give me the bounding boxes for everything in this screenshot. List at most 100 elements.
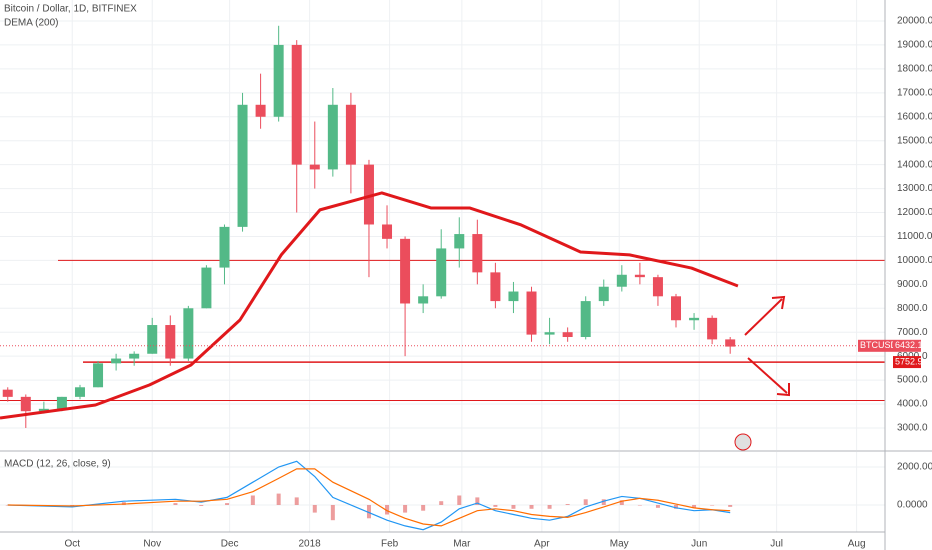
y-tick-label: 17000.0 [897,87,932,98]
candle-body [544,332,555,335]
candle-body [436,248,447,297]
candle-body [201,267,212,309]
candle-body [562,332,573,338]
candle-body [526,291,537,335]
y-tick-label: 2000.0000 [897,462,932,473]
x-tick-label: May [610,539,629,550]
candle-body [165,325,176,359]
macd-histogram-bar [250,495,255,505]
y-tick-label: 13000.0 [897,183,932,194]
candle-body [255,104,266,117]
macd-histogram-bar [330,504,335,521]
indicator-label: DEMA (200) [4,18,58,29]
candle-body [20,396,31,412]
candle-body [454,234,465,249]
y-tick-label: 10000.0 [897,255,932,266]
y-tick-label: 11000.0 [897,231,932,242]
candle-body [707,317,718,340]
macd-histogram-bar [565,504,570,505]
macd-histogram-bar [655,504,660,508]
last-price-label: 6432.1 [895,340,923,350]
y-tick-label: 7000.0 [897,327,928,338]
macd-histogram-bar [511,504,516,509]
macd-histogram-bar [225,503,230,505]
x-tick-label: Jul [770,539,783,550]
candle-body [56,396,67,409]
macd-line [7,468,731,527]
candle-body [291,44,302,165]
candle-body [652,277,663,297]
candle-body [2,389,13,397]
macd-histogram-bar [493,504,498,507]
macd-line [7,460,731,531]
macd-histogram-bar [366,504,371,519]
candle-body [147,325,158,354]
macd-histogram-bar [475,497,480,505]
candle-body [219,226,230,268]
macd-histogram-bar [674,504,679,509]
y-tick-label: 5000.0 [897,375,928,386]
candle-body [598,286,609,302]
candle-body [363,164,374,225]
level-label: 5752.9 [895,356,923,366]
x-tick-label: 2018 [298,539,321,550]
candle-body [382,224,393,239]
candle-body [111,358,122,364]
candle-body [634,274,645,278]
macd-histogram-bar [385,504,390,515]
x-tick-label: Nov [143,539,161,550]
candle-body [580,301,591,338]
logo-icon [734,433,752,451]
y-tick-label: 15000.0 [897,135,932,146]
x-tick-label: Mar [453,539,471,550]
candle-body [671,296,682,321]
candle-body [689,317,700,321]
macd-histogram-bar [601,499,606,505]
macd-histogram-bar [583,499,588,505]
level-tag [893,356,921,369]
candle-body [490,272,501,302]
macd-histogram-bar [529,504,534,509]
macd-histogram-bar [692,504,697,508]
candle-body [327,104,338,170]
x-tick-label: Oct [64,539,80,550]
macd-histogram-bar [457,495,462,505]
macd-histogram-bar [710,504,715,506]
candle-body [418,296,429,304]
y-tick-label: 19000.0 [897,40,932,51]
candle-body [38,408,49,412]
arrow-down-head [776,383,790,397]
macd-histogram-bar [728,504,733,507]
plot [0,25,885,531]
candle-body [472,234,483,273]
macd-histogram-bar [173,503,178,505]
candle-body [400,238,411,304]
arrow-up-head [771,295,786,310]
candle-body [345,104,356,165]
last-price-tag [893,339,921,352]
arrow-down [747,357,788,394]
macd-histogram-bar [403,504,408,513]
y-tick-label: 9000.0 [897,279,928,290]
macd-histogram-bar [637,504,642,506]
x-tick-label: Jun [691,539,707,550]
y-tick-label: 4000.0 [897,399,928,410]
y-tick-label: 18000.0 [897,64,932,75]
macd-histogram-bar [276,493,281,505]
candle-body [508,291,519,302]
y-tick-label: 12000.0 [897,207,932,218]
x-tick-label: Aug [848,539,866,550]
arrow-up [744,298,783,336]
macd-histogram-bar [619,500,624,505]
y-tick-label: 20000.0 [897,16,932,27]
candle-body [183,308,194,359]
y-tick-label: 14000.0 [897,159,932,170]
symbol-label: BTCUSD [860,340,898,350]
dema-line [0,191,739,420]
macd-histogram-bar [421,504,426,511]
y-tick-label: 3000.0 [897,423,928,434]
candle-body [273,44,284,117]
macd-histogram-bar [439,501,444,505]
